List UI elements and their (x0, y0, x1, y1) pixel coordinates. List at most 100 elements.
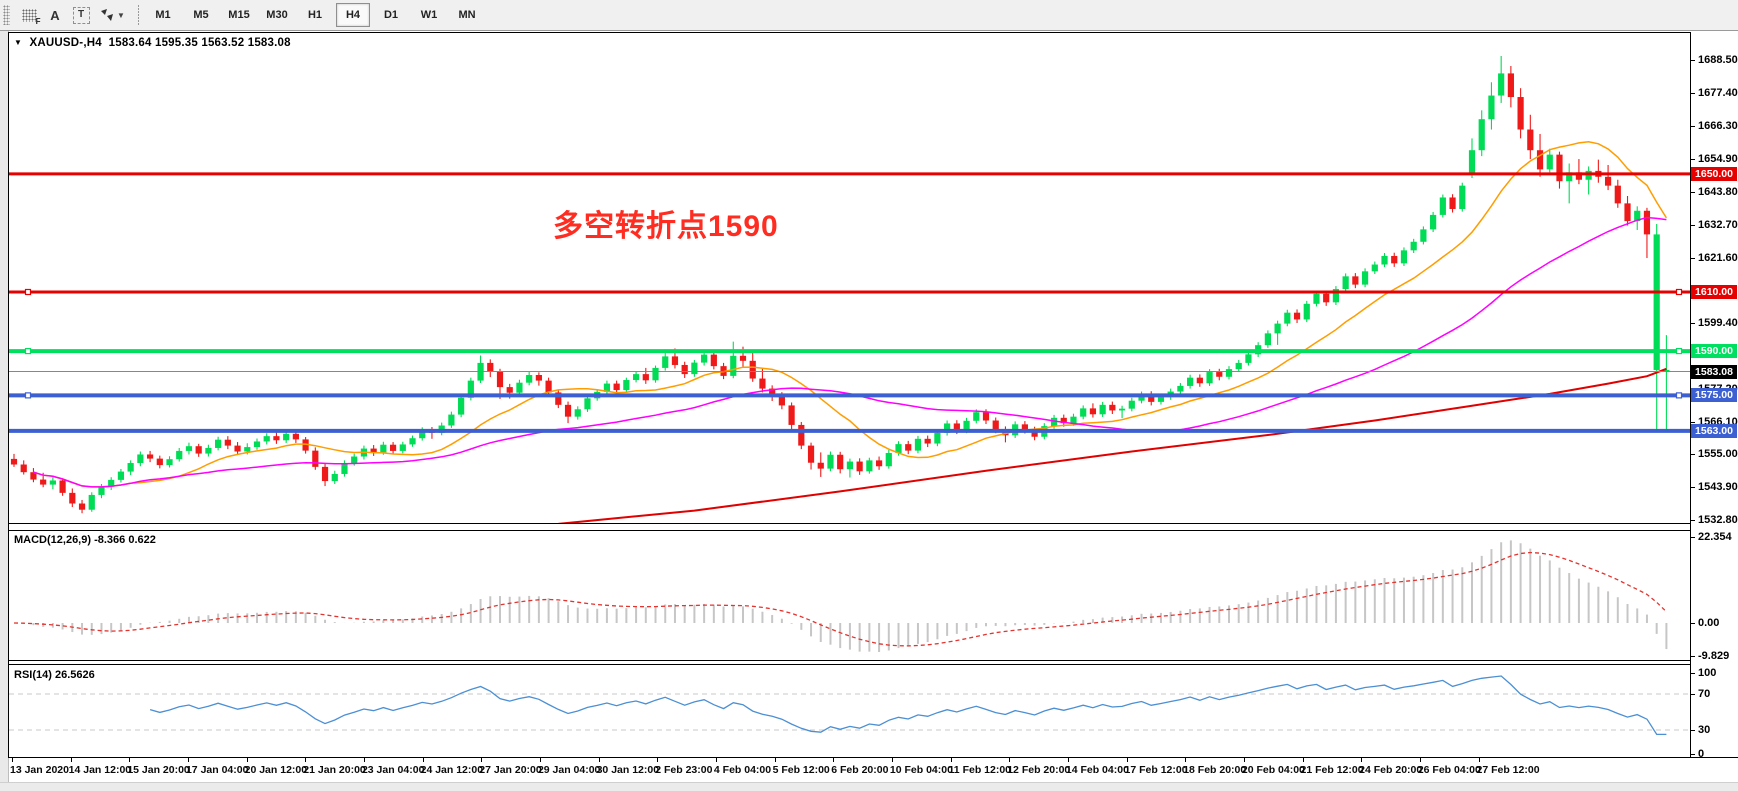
timeframe-button-w1[interactable]: W1 (420, 9, 438, 21)
time-tick (246, 758, 248, 762)
main-panel-bottom-border[interactable] (8, 523, 1691, 524)
price-badge-1575.00[interactable]: 1575.00 (1691, 388, 1737, 403)
time-tick (950, 758, 952, 762)
rsi-layer (9, 675, 1690, 736)
rsi-panel-top-border (8, 664, 1691, 665)
time-tick (598, 758, 600, 762)
time-tick (1478, 758, 1480, 762)
timeframe-button-m5[interactable]: M5 (193, 9, 209, 21)
rsi-panel-bottom-border (8, 757, 1738, 758)
time-label: 5 Feb 12:00 (772, 764, 830, 776)
symbol-dropdown-icon[interactable]: ▼ (14, 38, 23, 47)
price-badge-1650.00[interactable]: 1650.00 (1691, 166, 1737, 181)
macd-tick-label: 0.00 (1698, 617, 1720, 629)
hline-handle[interactable] (24, 392, 32, 399)
time-tick (481, 758, 483, 762)
price-tick-label: 1688.50 (1698, 54, 1738, 67)
price-tick-label: 1643.80 (1698, 186, 1738, 199)
price-tick-label: 1532.80 (1698, 514, 1738, 527)
time-label: 17 Jan 04:00 (185, 764, 249, 776)
price-tick-label: 1654.90 (1698, 153, 1738, 166)
macd-panel-bottom-border[interactable] (8, 660, 1691, 661)
chart-title[interactable]: ▼ XAUUSD-,H4 1583.64 1595.35 1563.52 158… (14, 37, 291, 49)
horizontal-scrollbar[interactable] (0, 782, 1738, 791)
price-tick (1690, 257, 1695, 259)
time-label: 30 Jan 12:00 (596, 764, 660, 776)
timeframe-button-h4[interactable]: H4 (336, 3, 370, 27)
rsi-tick (1690, 673, 1695, 674)
macd-panel-top-border (8, 530, 1691, 531)
price-tick (1690, 60, 1695, 62)
arrows-tool-icon[interactable]: ▼ (95, 4, 129, 26)
chart-annotation-text[interactable]: 多空转折点1590 (553, 210, 779, 243)
price-tick (1690, 487, 1695, 489)
price-badge-1610.00[interactable]: 1610.00 (1691, 284, 1737, 299)
timeframe-button-m30[interactable]: M30 (266, 9, 288, 21)
time-label: 15 Jan 20:00 (127, 764, 190, 776)
price-tick (1690, 92, 1695, 94)
time-tick (12, 758, 13, 762)
text-tool-icon[interactable]: T (69, 4, 93, 26)
indicator-grid-icon[interactable]: F (17, 4, 41, 26)
time-label: 24 Feb 20:00 (1359, 764, 1423, 776)
timeframe-toolbar: M1 M5 M15 M30 H1 H4 D1 W1 MN (144, 3, 486, 27)
ohlc-values: 1583.64 1595.35 1563.52 1583.08 (108, 37, 291, 49)
rsi-tick-label: 30 (1698, 724, 1711, 736)
price-tick (1690, 125, 1695, 127)
time-label: 26 Feb 04:00 (1417, 764, 1481, 776)
timeframe-button-h1[interactable]: H1 (307, 9, 323, 21)
main-panel-top-border (8, 32, 1691, 33)
time-label: 2 Feb 23:00 (655, 764, 713, 776)
macd-tick-label: 22.354 (1698, 531, 1732, 543)
price-tick-label: 1621.60 (1698, 251, 1738, 264)
price-tick (1690, 520, 1695, 522)
time-tick (1243, 758, 1245, 762)
macd-label[interactable]: MACD(12,26,9) -8.366 0.622 (14, 534, 156, 546)
time-tick (1126, 758, 1128, 762)
timeframe-button-d1[interactable]: D1 (383, 9, 399, 21)
time-label: 14 Jan 12:00 (68, 764, 132, 776)
symbol-name: XAUUSD-,H4 (29, 37, 102, 49)
rsi-tick-label: 0 (1698, 748, 1705, 760)
toolbar-grip[interactable] (3, 5, 10, 25)
time-label: 18 Feb 20:00 (1183, 764, 1247, 776)
text-label-icon[interactable]: A (50, 7, 60, 23)
time-label: 29 Jan 04:00 (537, 764, 601, 776)
hline-handle[interactable] (1675, 392, 1683, 399)
price-tick (1690, 454, 1695, 456)
price-tick (1690, 159, 1695, 161)
time-tick (1067, 758, 1069, 762)
ma-fast-line (33, 141, 1668, 488)
time-label: 21 Feb 12:00 (1300, 764, 1364, 776)
indicator-grid-glyph: F (21, 8, 41, 26)
timeframe-button-m15[interactable]: M15 (228, 9, 250, 21)
hline-handle[interactable] (24, 288, 32, 296)
toolbar-separator (138, 5, 139, 25)
time-tick (657, 758, 659, 762)
rsi-label[interactable]: RSI(14) 26.5626 (14, 669, 95, 681)
time-tick (187, 758, 189, 762)
price-badge-1583.08[interactable]: 1583.08 (1691, 364, 1737, 379)
price-tick-label: 1632.70 (1698, 218, 1738, 231)
timeframe-button-m1[interactable]: M1 (155, 9, 171, 21)
price-badge-1563.00[interactable]: 1563.00 (1691, 423, 1737, 438)
hline-handle[interactable] (24, 347, 32, 355)
main-chart-layer (10, 55, 1670, 523)
price-tick (1690, 323, 1695, 325)
rsi-line (149, 675, 1667, 736)
macd-layer (13, 540, 1668, 652)
hline-handle[interactable] (1675, 288, 1683, 296)
time-tick (363, 758, 365, 762)
price-tick-label: 1599.40 (1698, 317, 1738, 330)
time-label: 4 Feb 04:00 (713, 764, 772, 776)
price-axis-border[interactable] (1690, 32, 1691, 758)
rsi-tick-label: 100 (1698, 667, 1717, 679)
hline-handle[interactable] (1675, 347, 1683, 355)
timeframe-button-mn[interactable]: MN (458, 9, 476, 21)
chevron-down-icon[interactable]: ▼ (117, 10, 125, 20)
time-tick (1185, 758, 1187, 762)
time-tick (539, 758, 541, 762)
price-badge-1590.00[interactable]: 1590.00 (1691, 344, 1737, 359)
time-tick (1302, 758, 1304, 762)
